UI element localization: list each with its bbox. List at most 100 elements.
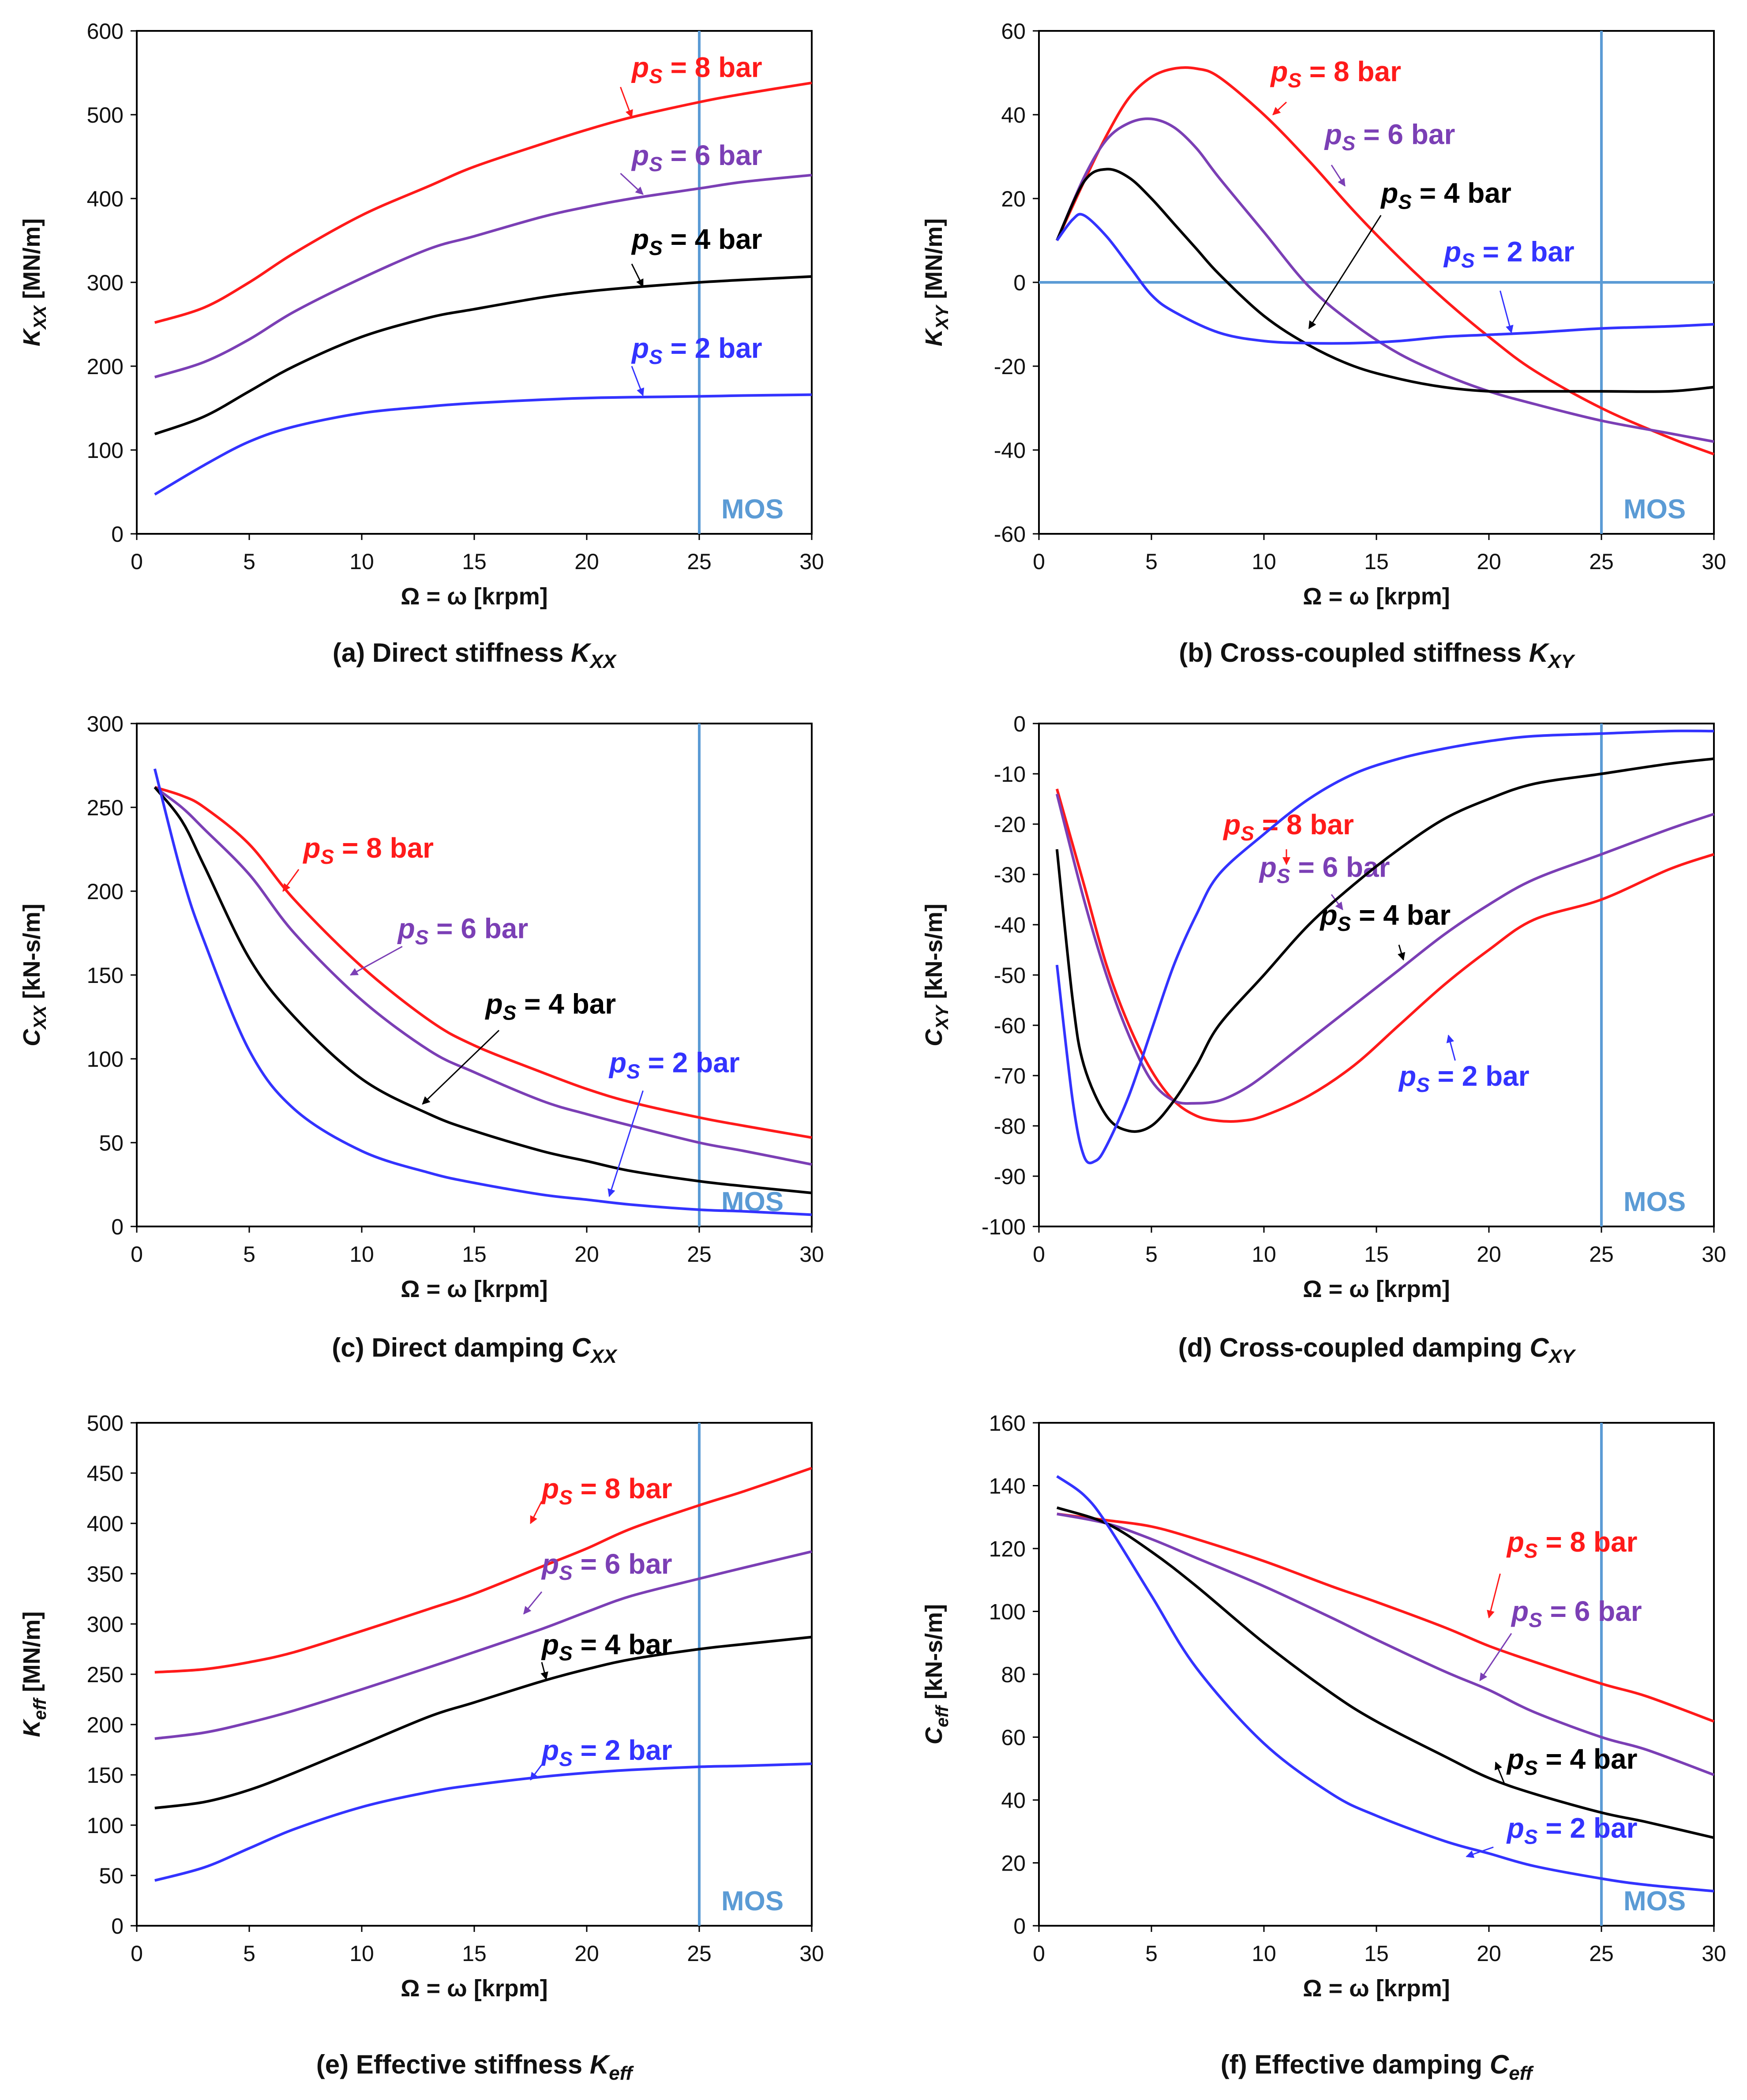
- y-axis-symbol: K: [921, 327, 947, 346]
- series-label-text: = 8 bar: [1254, 809, 1354, 840]
- y-axis-label: Keff [MN/m]: [19, 1611, 50, 1737]
- y-tick-label: 350: [87, 1562, 124, 1586]
- y-tick-label: 60: [1001, 19, 1026, 44]
- y-axis-unit: [kN-s/m]: [19, 904, 45, 1005]
- y-tick-label: 400: [87, 1511, 124, 1536]
- y-axis-symbol: C: [921, 1727, 947, 1744]
- y-axis-subscript: eff: [933, 1704, 952, 1727]
- series-label-p: p: [1259, 851, 1277, 883]
- series-line: [153, 768, 812, 1216]
- panel-caption: (b) Cross-coupled stiffness KXY: [1179, 638, 1575, 672]
- series-label-arrow: [1479, 1633, 1512, 1681]
- x-tick-label: 10: [1252, 549, 1276, 574]
- plot-frame: [1038, 723, 1715, 1227]
- y-axis-unit: [kN-s/m]: [921, 904, 947, 1005]
- y-tick-label: 500: [87, 1411, 124, 1436]
- x-tick-label: 0: [1033, 549, 1045, 574]
- x-tick-label: 15: [462, 549, 487, 574]
- x-tick-label: 15: [1364, 1941, 1389, 1966]
- series-line: [154, 1762, 812, 1882]
- series-label-sub: S: [1277, 865, 1290, 888]
- x-tick-label: 25: [1589, 1242, 1614, 1267]
- y-tick-label: 0: [111, 1215, 124, 1239]
- series-line: [154, 393, 812, 496]
- y-tick-label: 0: [1013, 712, 1026, 736]
- series-label-sub: S: [559, 1486, 573, 1509]
- chart-panel-b: MOS 0 5 10 15 20 25 30 -60 -40 -20 0 20 40 60 Ω = ω [kr…: [921, 19, 1726, 672]
- caption-text: (a) Direct stiffness: [333, 638, 571, 668]
- x-tick-label: 10: [1252, 1242, 1276, 1267]
- mos-label: MOS: [721, 494, 784, 525]
- y-tick-label: 250: [87, 795, 124, 820]
- series-label: pS = 2 bar: [541, 1734, 672, 1770]
- series-label-text: = 6 bar: [663, 139, 762, 171]
- series-label-p: p: [541, 1628, 559, 1660]
- caption-symbol: C: [572, 1333, 592, 1362]
- x-tick-label: 0: [1033, 1941, 1045, 1966]
- series-label-sub: S: [1288, 69, 1301, 92]
- x-tick-label: 20: [574, 549, 599, 574]
- x-tick-label: 10: [1252, 1941, 1276, 1966]
- y-tick-label: -60: [994, 1013, 1026, 1038]
- series-label-p: p: [541, 1473, 559, 1504]
- panel-caption: (f) Effective damping Ceff: [1221, 2050, 1534, 2084]
- series-label-p: p: [631, 332, 649, 364]
- series-line: [154, 1635, 812, 1810]
- mos-label: MOS: [1623, 1886, 1686, 1916]
- y-axis-label: CXY [kN-s/m]: [921, 904, 952, 1046]
- mos-label: MOS: [721, 1886, 784, 1916]
- y-tick-label: -70: [994, 1064, 1026, 1088]
- y-tick-label: 40: [1001, 103, 1026, 128]
- series-label-sub: S: [1524, 1539, 1538, 1562]
- series-label: pS = 2 bar: [1398, 1060, 1530, 1096]
- x-tick-label: 15: [1364, 549, 1389, 574]
- panel-caption: (c) Direct damping CXX: [332, 1333, 618, 1367]
- y-tick-label: 140: [989, 1474, 1026, 1499]
- series-label: pS = 4 bar: [1506, 1743, 1638, 1779]
- series-label: pS = 8 bar: [1222, 809, 1354, 845]
- y-tick-label: 100: [989, 1600, 1026, 1624]
- series-label-arrow: [1308, 215, 1382, 330]
- series-label-sub: S: [503, 1001, 517, 1024]
- series-label-text: = 2 bar: [1538, 1812, 1638, 1844]
- caption-symbol: C: [1490, 2050, 1510, 2079]
- series-label-p: p: [1324, 119, 1342, 150]
- series-label-sub: S: [649, 153, 663, 176]
- y-tick-label: 400: [87, 187, 124, 211]
- series-label-text: = 8 bar: [334, 832, 434, 864]
- y-tick-label: -40: [994, 913, 1026, 938]
- series-label: pS = 6 bar: [1511, 1595, 1642, 1631]
- x-axis-label: Ω = ω [krpm]: [1303, 583, 1450, 610]
- series-label-arrow: [523, 1591, 543, 1615]
- series-label-arrow: [631, 366, 645, 397]
- series-label: pS = 8 bar: [1270, 56, 1401, 92]
- series-label: pS = 8 bar: [631, 52, 762, 88]
- series-label: pS = 6 bar: [541, 1548, 672, 1584]
- series-line: [1056, 1475, 1714, 1893]
- x-tick-label: 5: [1145, 549, 1158, 574]
- series-label-sub: S: [1338, 912, 1351, 935]
- y-tick-label: 50: [99, 1131, 124, 1155]
- series-label-p: p: [1398, 1060, 1416, 1092]
- caption-symbol: K: [571, 638, 592, 668]
- series-label-text: = 8 bar: [1301, 56, 1401, 87]
- y-tick-label: 20: [1001, 187, 1026, 211]
- x-tick-label: 0: [131, 549, 143, 574]
- series-label-p: p: [1270, 56, 1288, 87]
- series-label-text: = 2 bar: [663, 332, 762, 364]
- series-label-p: p: [1443, 236, 1461, 268]
- panel-caption: (d) Cross-coupled damping CXY: [1178, 1333, 1576, 1367]
- y-tick-label: 200: [87, 879, 124, 904]
- series-label-arrow: [1272, 101, 1287, 116]
- y-tick-label: -20: [994, 812, 1026, 837]
- series-label-sub: S: [1416, 1073, 1430, 1096]
- y-tick-label: 500: [87, 103, 124, 128]
- series-label-arrow: [1500, 290, 1514, 334]
- mos-label: MOS: [1623, 1187, 1686, 1217]
- series-line: [1056, 168, 1714, 393]
- y-tick-label: -20: [994, 354, 1026, 379]
- y-axis-subscript: XY: [933, 1004, 952, 1030]
- y-axis-subscript: XY: [933, 304, 952, 330]
